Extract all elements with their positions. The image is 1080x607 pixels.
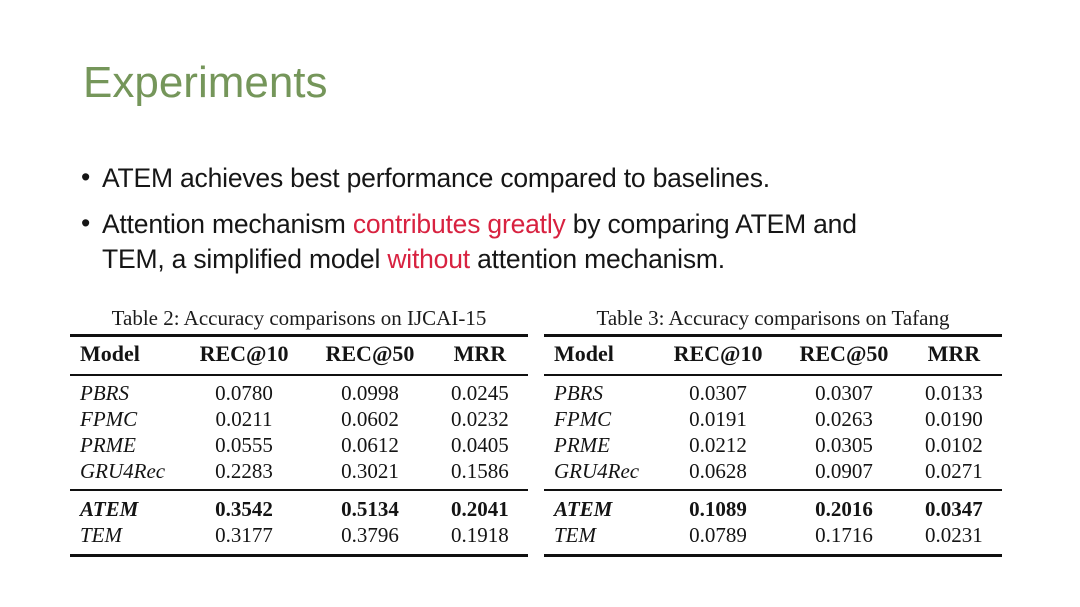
value-cell: 0.0628	[689, 459, 747, 483]
column-header-rec50: REC@50	[782, 335, 906, 376]
value-cell: 0.0212	[689, 433, 747, 457]
value-cell: 0.1716	[815, 523, 873, 547]
column-header-mrr: MRR	[905, 335, 1002, 376]
table-row: PRME 0.0212 0.0305 0.0102	[544, 432, 1002, 458]
table-row: TEM 0.0789 0.1716 0.0231	[544, 522, 1002, 556]
table-row: GRU4Rec 0.2283 0.3021 0.1586	[70, 458, 528, 490]
value-cell: 0.2041	[451, 497, 509, 521]
highlight-text: contributes greatly	[352, 209, 566, 239]
column-header-rec50: REC@50	[308, 335, 432, 376]
column-header-model: Model	[544, 335, 654, 376]
model-cell: PRME	[554, 433, 610, 457]
value-cell: 0.0232	[451, 407, 509, 431]
value-cell: 0.0789	[689, 523, 747, 547]
table-caption: Table 3: Accuracy comparisons on Tafang	[596, 306, 950, 330]
highlight-text: without	[387, 244, 470, 274]
value-cell: 0.0780	[215, 381, 273, 405]
model-cell: TEM	[80, 523, 122, 547]
table-row: PRME 0.0555 0.0612 0.0405	[70, 432, 528, 458]
value-cell: 0.3796	[341, 523, 399, 547]
value-cell: 0.1918	[451, 523, 509, 547]
bullet-item-2: Attention mechanism contributes greatly …	[81, 206, 986, 277]
bullet-text: attention mechanism.	[469, 244, 725, 274]
value-cell: 0.0998	[341, 381, 399, 405]
accuracy-table: Model REC@10 REC@50 MRR PBRS 0.0307 0.03…	[544, 334, 1002, 557]
results-table-ijcai15: Table 2: Accuracy comparisons on IJCAI-1…	[70, 306, 528, 557]
value-cell: 0.2283	[215, 459, 273, 483]
model-cell: TEM	[554, 523, 596, 547]
value-cell: 0.3542	[215, 497, 273, 521]
value-cell: 0.0263	[815, 407, 873, 431]
table-row: GRU4Rec 0.0628 0.0907 0.0271	[544, 458, 1002, 490]
value-cell: 0.0271	[925, 459, 983, 483]
value-cell: 0.0602	[341, 407, 399, 431]
results-table-tafang: Table 3: Accuracy comparisons on Tafang …	[544, 306, 1002, 557]
value-cell: 0.2016	[815, 497, 873, 521]
value-cell: 0.0231	[925, 523, 983, 547]
value-cell: 0.0191	[689, 407, 747, 431]
bullet-text: Attention mechanism	[102, 209, 353, 239]
model-cell: PBRS	[554, 381, 603, 405]
value-cell: 0.0211	[215, 407, 273, 431]
table-row: FPMC 0.0211 0.0602 0.0232	[70, 406, 528, 432]
value-cell: 0.0305	[815, 433, 873, 457]
bullet-list: ATEM achieves best performance compared …	[81, 160, 986, 288]
bullet-text: TEM, a simplified model	[102, 244, 388, 274]
value-cell: 0.0245	[451, 381, 509, 405]
model-cell: ATEM	[80, 497, 139, 521]
value-cell: 0.0133	[925, 381, 983, 405]
page-title: Experiments	[83, 58, 328, 107]
value-cell: 0.1089	[689, 497, 747, 521]
header-row: Model REC@10 REC@50 MRR	[70, 335, 528, 376]
value-cell: 0.0307	[689, 381, 747, 405]
bullet-text: ATEM achieves best performance compared …	[102, 163, 770, 193]
value-cell: 0.5134	[341, 497, 399, 521]
value-cell: 0.0612	[341, 433, 399, 457]
value-cell: 0.0190	[925, 407, 983, 431]
column-header-rec10: REC@10	[653, 335, 783, 376]
model-cell: FPMC	[554, 407, 612, 431]
value-cell: 0.0307	[815, 381, 873, 405]
bullet-text: by comparing ATEM and	[565, 209, 857, 239]
column-header-rec10: REC@10	[179, 335, 309, 376]
model-cell: GRU4Rec	[80, 459, 166, 483]
value-cell: 0.3177	[215, 523, 273, 547]
table-row-best: ATEM 0.1089 0.2016 0.0347	[544, 490, 1002, 522]
model-cell: GRU4Rec	[554, 459, 640, 483]
accuracy-table: Model REC@10 REC@50 MRR PBRS 0.0780 0.09…	[70, 334, 528, 557]
table-row: TEM 0.3177 0.3796 0.1918	[70, 522, 528, 556]
table-row-best: ATEM 0.3542 0.5134 0.2041	[70, 490, 528, 522]
header-row: Model REC@10 REC@50 MRR	[544, 335, 1002, 376]
table-row: PBRS 0.0307 0.0307 0.0133	[544, 375, 1002, 406]
table-row: PBRS 0.0780 0.0998 0.0245	[70, 375, 528, 406]
model-cell: PRME	[80, 433, 136, 457]
value-cell: 0.0405	[451, 433, 509, 457]
table-row: FPMC 0.0191 0.0263 0.0190	[544, 406, 1002, 432]
value-cell: 0.1586	[451, 459, 509, 483]
table-caption: Table 2: Accuracy comparisons on IJCAI-1…	[111, 306, 487, 330]
column-header-mrr: MRR	[431, 335, 528, 376]
model-cell: FPMC	[80, 407, 138, 431]
bullet-item-1: ATEM achieves best performance compared …	[81, 160, 986, 196]
value-cell: 0.0347	[925, 497, 983, 521]
value-cell: 0.0555	[215, 433, 273, 457]
value-cell: 0.0907	[815, 459, 873, 483]
value-cell: 0.3021	[341, 459, 399, 483]
model-cell: ATEM	[554, 497, 613, 521]
column-header-model: Model	[70, 335, 180, 376]
model-cell: PBRS	[80, 381, 129, 405]
value-cell: 0.0102	[925, 433, 983, 457]
